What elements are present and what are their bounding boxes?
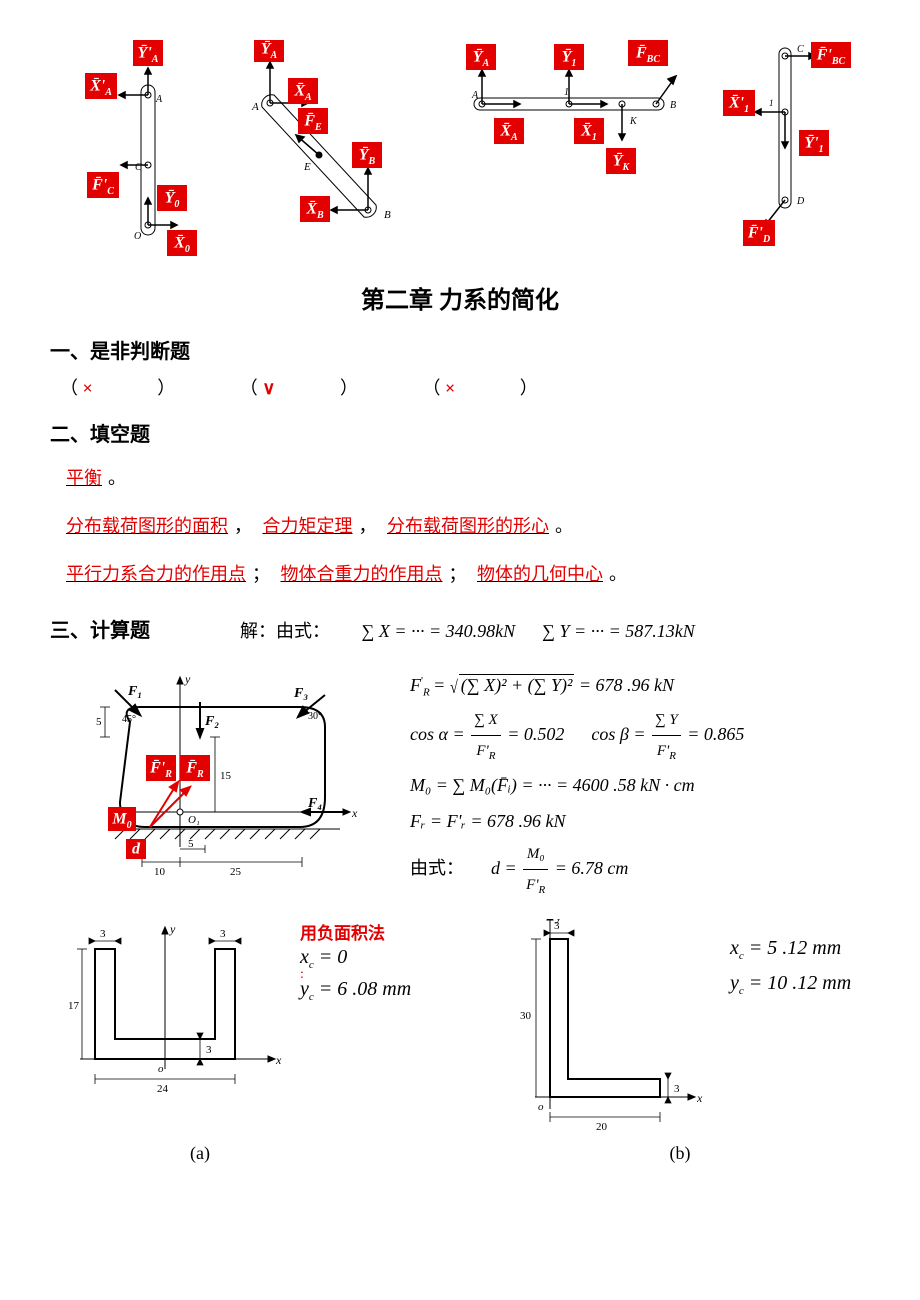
svg-text:E: E: [303, 161, 311, 173]
main-calc-block: y x: [50, 667, 870, 901]
fill-3: 平行力系合力的作用点； 物体合重力的作用点； 物体的几何中心。: [60, 557, 870, 591]
diagram-1: A C O X̄'A Ȳ'A F̄'C Ȳ0 X̄0: [59, 40, 209, 270]
top-diagrams-row: A C O X̄'A Ȳ'A F̄'C Ȳ0 X̄0 A E B ȲA X̄A …: [50, 40, 870, 270]
tf-1: ×: [83, 378, 93, 398]
ans-a-yc: yc = 6 .08 mm: [300, 978, 411, 1003]
svg-text:B: B: [670, 100, 676, 111]
ans-a-xc: xc = 0: [300, 946, 411, 971]
svg-text:y: y: [184, 672, 191, 686]
panel-a-label: (a): [90, 1143, 310, 1164]
panel-b-label: (b): [570, 1143, 790, 1164]
fill-2: 分布载荷图形的面积， 合力矩定理， 分布载荷图形的形心。: [60, 509, 870, 543]
svg-text:15: 15: [220, 770, 232, 782]
svg-text:A: A: [471, 90, 479, 101]
calc-formulas: F'R = √(∑ X)² + (∑ Y)² = 678 .96 kN cos …: [410, 667, 870, 901]
svg-text:x: x: [351, 806, 358, 820]
svg-text:F₁: F₁: [127, 684, 142, 699]
sum-x: ∑ X = ··· = 340.98kN: [362, 621, 516, 641]
svg-text:30°: 30°: [308, 711, 322, 722]
svg-text:25: 25: [230, 866, 242, 878]
svg-text:B: B: [384, 209, 391, 221]
ans-b-xc: xc = 5 .12 mm: [730, 937, 851, 962]
svg-text:A: A: [155, 94, 163, 105]
ans-b-yc: yc = 10 .12 mm: [730, 972, 851, 997]
svg-text:30: 30: [520, 1010, 532, 1022]
diagram-4: C 1 D F̄'BC X̄'1 Ȳ'1 F̄'D: [711, 40, 861, 270]
svg-text:20: 20: [596, 1121, 608, 1133]
svg-text:o: o: [538, 1101, 544, 1113]
svg-text:C: C: [135, 162, 142, 173]
svg-text:K: K: [629, 116, 638, 127]
svg-text:C: C: [797, 44, 804, 55]
svg-text:y: y: [169, 922, 176, 936]
svg-text:o: o: [158, 1063, 164, 1075]
svg-text:17: 17: [68, 1000, 80, 1012]
svg-text:45°: 45°: [122, 714, 136, 725]
svg-text:3: 3: [206, 1044, 212, 1056]
svg-text:24: 24: [157, 1083, 169, 1095]
svg-text:10: 10: [154, 866, 166, 878]
svg-text:x: x: [275, 1053, 282, 1067]
svg-text:F₂: F₂: [204, 714, 219, 729]
svg-text:F₄: F₄: [307, 796, 322, 811]
tf-2: ∨: [262, 378, 275, 398]
svg-text:O₁: O₁: [188, 814, 200, 826]
diagram-2: A E B ȲA X̄A F̄E ȲB X̄B: [226, 40, 426, 270]
bottom-row: y x o 3 3 17 3 24 用负面积法 xc = 0 : yc = 6 …: [50, 919, 870, 1139]
svg-text:A: A: [251, 101, 259, 113]
section-1-head: 一、是非判断题: [50, 335, 870, 364]
svg-text:D: D: [796, 196, 805, 207]
svg-text:x: x: [696, 1091, 703, 1105]
svg-text:3: 3: [220, 928, 226, 940]
figure-a: y x o 3 3 17 3 24: [50, 919, 290, 1109]
svg-text:3: 3: [554, 920, 560, 932]
calc-top-row: 三、计算题 解：由式： ∑ X = ··· = 340.98kN ∑ Y = ·…: [50, 596, 870, 653]
figure-main: y x: [50, 667, 390, 887]
svg-text:5: 5: [96, 716, 102, 728]
neg-area-note: 用负面积法: [300, 919, 411, 944]
svg-text:1: 1: [564, 87, 569, 98]
svg-text:5: 5: [188, 838, 194, 850]
svg-text:d: d: [132, 840, 141, 857]
svg-text:1: 1: [769, 98, 774, 108]
section-3-head: 三、计算题: [50, 614, 240, 643]
figure-b: y x o 3 30 3 20: [510, 919, 710, 1139]
tf-3: ×: [445, 378, 455, 398]
svg-text:3: 3: [100, 928, 106, 940]
chapter-title: 第二章 力系的简化: [50, 280, 870, 315]
svg-text:F₃: F₃: [293, 686, 308, 701]
tf-answers: （ × ） （ ∨ ） （ × ）: [60, 374, 870, 400]
section-2-head: 二、填空题: [50, 418, 870, 447]
fill-1: 平衡。: [60, 461, 870, 495]
svg-text:O: O: [134, 231, 141, 242]
diagram-3: A 1 K B ȲA Ȳ1 F̄BC X̄A X̄1 ȲK: [444, 40, 694, 270]
svg-text:3: 3: [674, 1083, 680, 1095]
sum-y: ∑ Y = ··· = 587.13kN: [542, 621, 695, 641]
